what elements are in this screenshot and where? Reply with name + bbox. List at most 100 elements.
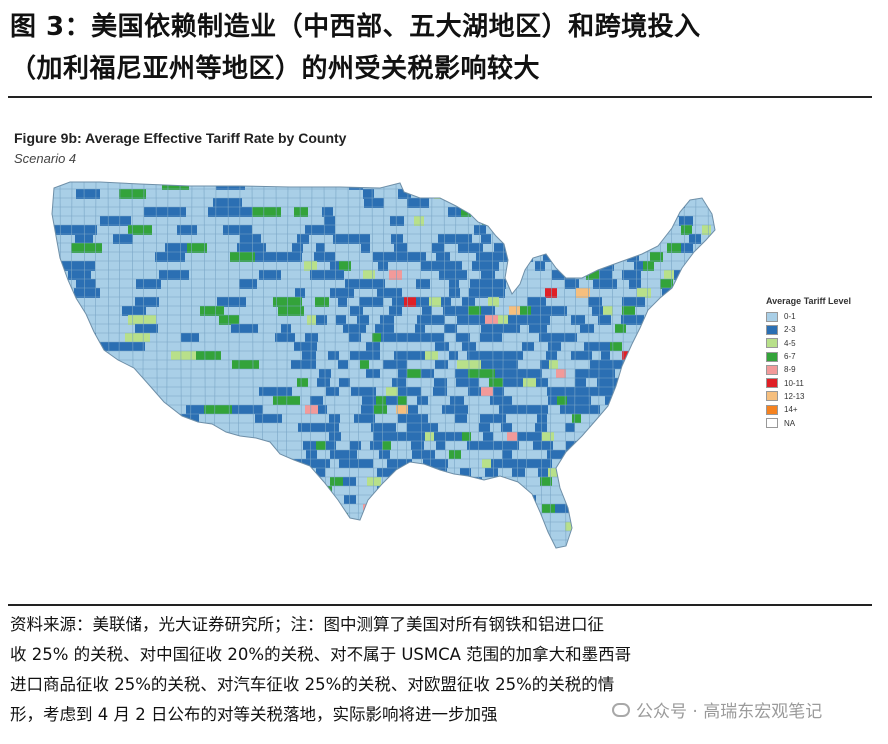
county-cell (505, 441, 519, 450)
county-cell (509, 360, 518, 369)
county-cell (517, 315, 530, 325)
county-cell (359, 351, 369, 360)
county-cell (548, 342, 561, 351)
county-cell (86, 540, 111, 548)
county-border (347, 182, 351, 548)
county-cell (326, 387, 339, 396)
county-cell (502, 396, 512, 405)
legend-item: NA (766, 416, 851, 429)
legend-swatch (766, 378, 778, 389)
legend-swatch (766, 404, 778, 415)
county-cell (697, 423, 711, 432)
county-cell (136, 279, 161, 289)
county-cell (359, 297, 372, 307)
county-cell (539, 315, 550, 325)
county-cell (601, 252, 615, 262)
county-cell (165, 243, 187, 253)
county-cell (390, 216, 404, 226)
county-cell (488, 297, 499, 307)
county-cell (407, 198, 417, 208)
county-cell (407, 423, 416, 432)
county-cell (662, 369, 672, 378)
county-cell (639, 369, 652, 378)
county-cell (306, 450, 317, 459)
county-cell (382, 441, 391, 450)
county-cell (292, 243, 303, 253)
county-cell (481, 441, 492, 450)
county-cell (481, 387, 493, 396)
county-cell (401, 252, 415, 262)
county-cell (404, 297, 416, 307)
county-cell (706, 459, 715, 468)
county-cell (615, 432, 624, 441)
county-cell (460, 468, 471, 477)
county-cell (372, 297, 383, 307)
county-cell (700, 378, 712, 387)
county-cell (560, 405, 572, 414)
county-cell (566, 189, 577, 199)
county-cell (449, 270, 458, 280)
county-cell (642, 513, 654, 522)
county-cell (408, 405, 418, 414)
county-cell (568, 486, 582, 495)
county-cell (467, 441, 481, 450)
county-cell (339, 459, 352, 468)
county-cell (474, 540, 486, 548)
legend-title: Average Tariff Level (766, 296, 852, 306)
county-cell (430, 333, 444, 342)
county-cell (694, 288, 706, 298)
county-cell (433, 387, 447, 396)
county-cell (421, 369, 434, 378)
county-cell (578, 396, 591, 405)
county-cell (608, 459, 621, 468)
county-cell (436, 315, 445, 325)
county-cell (394, 243, 407, 253)
county-cell (344, 495, 356, 504)
county-cell (458, 243, 469, 253)
county-cell (586, 459, 598, 468)
county-cell (228, 450, 248, 459)
county-cell (398, 396, 407, 405)
county-cell (627, 396, 640, 405)
county-cell (457, 522, 471, 531)
county-cell (468, 387, 481, 396)
county-cell (600, 531, 611, 540)
county-cell (480, 333, 492, 342)
county-cell (507, 432, 517, 441)
county-cell (694, 486, 706, 495)
county-cell (380, 315, 394, 325)
county-cell (618, 225, 627, 235)
county-cell (540, 477, 552, 486)
county-cell (588, 252, 601, 262)
notes-line2: 收 25% 的关税、对中国征收 20%的关税、对不属于 USMCA 范围的加拿大… (10, 645, 632, 664)
legend-label: 14+ (784, 405, 798, 415)
county-cell (529, 324, 538, 333)
county-cell (536, 378, 548, 387)
county-cell (259, 387, 282, 396)
county-cell (615, 324, 626, 333)
county-cell (598, 315, 611, 325)
county-cell (483, 288, 495, 298)
legend-swatch (766, 364, 778, 375)
county-cell (390, 288, 402, 298)
county-cell (122, 306, 146, 316)
county-cell (414, 216, 424, 226)
county-cell (337, 513, 348, 522)
county-cell (265, 495, 283, 504)
county-cell (698, 261, 708, 271)
county-cell (636, 189, 647, 199)
county-cell (581, 351, 592, 360)
county-cell (317, 459, 330, 468)
county-cell (709, 387, 715, 396)
county-cell (481, 306, 495, 316)
county-cell (232, 513, 256, 522)
county-cell (376, 279, 385, 289)
county-cell (432, 243, 444, 253)
county-cell (564, 216, 578, 226)
county-cell (494, 279, 506, 289)
county-cell (628, 207, 637, 217)
legend-label: 4-5 (784, 338, 796, 348)
county-cell (542, 432, 554, 441)
county-cell (576, 522, 587, 531)
county-cell (631, 270, 641, 280)
